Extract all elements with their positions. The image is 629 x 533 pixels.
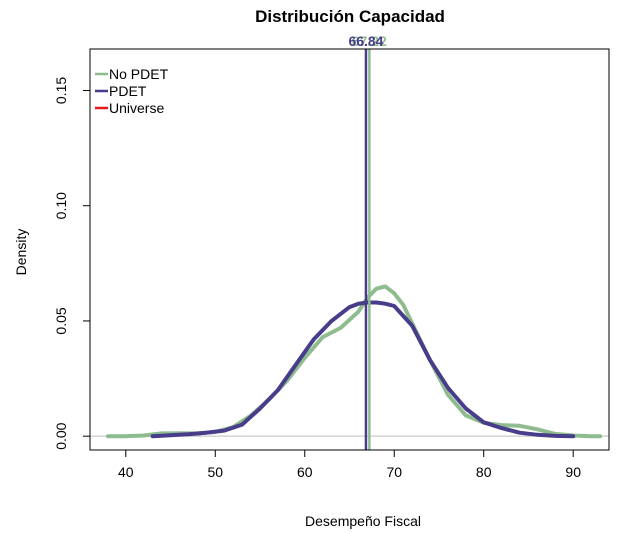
plot-area [90,49,609,450]
chart-title: Distribución Capacidad [255,7,445,26]
series-line-no-pdet [105,284,603,439]
axes: 40 50 60 70 80 90 0.00 0.05 0.10 0.15 [53,48,610,480]
mean-label-pdet: 66.84 [348,33,383,49]
x-axis-label: Desempeño Fiscal [305,513,421,529]
y-tick-label-0-00: 0.00 [53,422,69,449]
y-axis-label: Density [13,229,29,276]
series-line-pdet [150,300,576,439]
mean-label-no-pdet: 67.22 [352,33,387,49]
x-tick-label-60: 60 [297,464,313,480]
legend-label-no-pdet: No PDET [109,66,169,82]
x-tick-label-70: 70 [386,464,402,480]
x-tick-label-80: 80 [476,464,492,480]
y-tick-label-0-10: 0.10 [53,192,69,219]
x-tick-label-90: 90 [565,464,581,480]
legend-label-universe: Universe [109,100,164,116]
x-tick-label-40: 40 [118,464,134,480]
legend-label-pdet: PDET [109,83,147,99]
y-tick-label-0-05: 0.05 [53,307,69,334]
x-tick-label-50: 50 [207,464,223,480]
y-tick-label-0-15: 0.15 [53,77,69,104]
plot-frame [89,48,610,451]
